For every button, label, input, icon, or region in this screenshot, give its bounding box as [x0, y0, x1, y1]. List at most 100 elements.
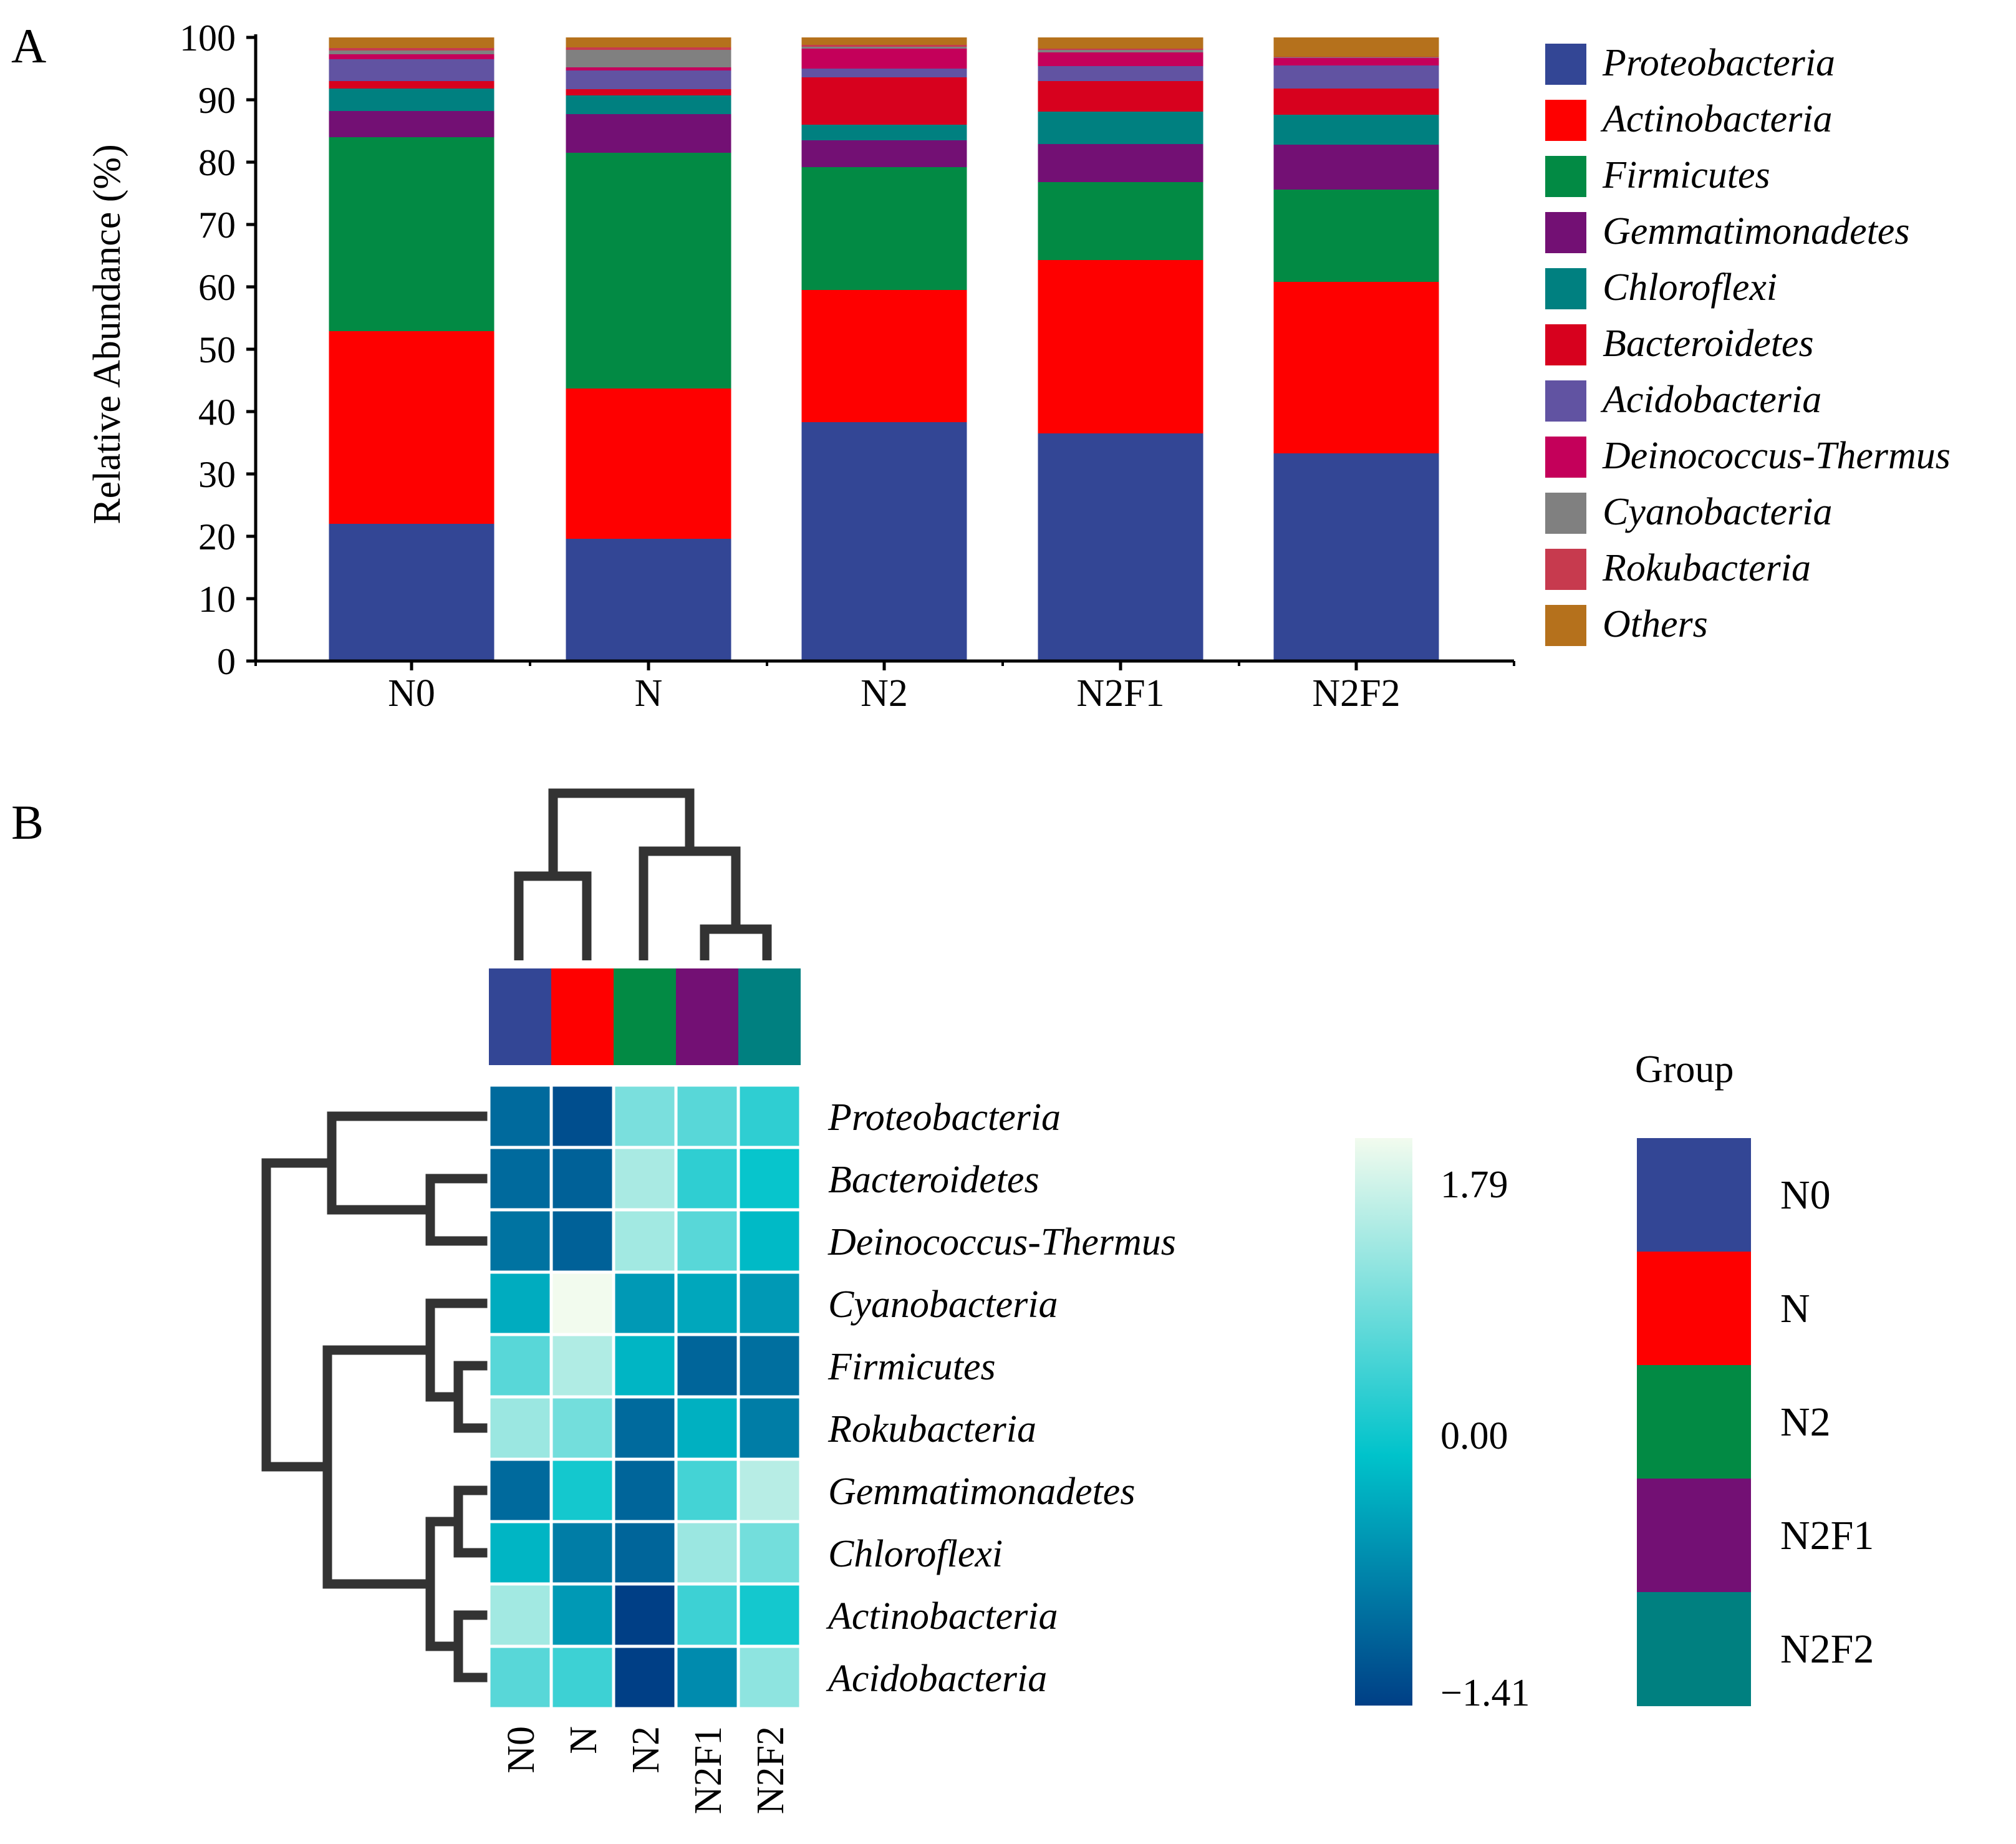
bar-n2f2-others: [1273, 37, 1439, 57]
cell-chloroflexi-n0: [487, 1520, 553, 1586]
bar-n2-rokubacteria: [801, 45, 967, 47]
legend-swatch-acidobacteria: [1545, 380, 1586, 422]
column-label-n2: N2: [625, 1726, 667, 1774]
bar-n-cyanobacteria: [566, 50, 731, 67]
y-tick-label-20: 20: [198, 516, 236, 558]
x-tick-label-n2: N2: [861, 672, 908, 715]
cell-firmicutes-n2: [612, 1333, 678, 1399]
cell-cyanobacteria-n2f1: [674, 1270, 740, 1336]
column-label-n0: N0: [500, 1726, 543, 1774]
cell-actinobacteria-n0: [487, 1582, 553, 1648]
bar-n2f1-others: [1038, 37, 1203, 49]
cell-gemmatimonadetes-n2: [612, 1457, 678, 1523]
cell-chloroflexi-n: [549, 1520, 615, 1586]
legend-label-gemmatimonadetes: Gemmatimonadetes: [1603, 210, 1909, 253]
bar-n2f1-cyanobacteria: [1038, 50, 1203, 52]
cell-gemmatimonadetes-n2f2: [736, 1457, 803, 1523]
bar-n2f1-actinobacteria: [1038, 260, 1203, 433]
group-color-bar: [489, 968, 801, 1065]
cell-proteobacteria-n: [549, 1083, 615, 1149]
cell-bacteroidetes-n2f2: [736, 1146, 803, 1212]
legend-label-firmicutes: Firmicutes: [1602, 154, 1770, 196]
column-label-n2f2: N2F2: [750, 1726, 792, 1814]
panel-a: A Relative Abundance (%) 0 10 20 30 40 50 60 70…: [11, 17, 1951, 715]
legend-swatch-deinococcus-thermus: [1545, 437, 1586, 478]
column-label-n: N: [562, 1726, 605, 1754]
bar-n2f1-gemmatimonadetes: [1038, 144, 1203, 182]
bar-segments: [329, 37, 1439, 661]
cell-gemmatimonadetes-n2f1: [674, 1457, 740, 1523]
bar-n0-deinococcus-thermus: [329, 54, 494, 59]
cell-firmicutes-n2f1: [674, 1333, 740, 1399]
y-tick-label-10: 10: [198, 579, 236, 620]
bar-n2-firmicutes: [801, 167, 967, 290]
group-bar-n: [551, 968, 614, 1065]
cell-deinococcus-thermus-n2: [612, 1208, 678, 1274]
cell-proteobacteria-n0: [487, 1083, 553, 1149]
cell-bacteroidetes-n0: [487, 1146, 553, 1212]
bar-n2f2-chloroflexi: [1273, 115, 1439, 145]
row-dendrogram-root: [261, 1158, 332, 1472]
x-ticks: N0 N N2 N2F1 N2F2: [254, 661, 1515, 715]
bar-n2-proteobacteria: [801, 422, 967, 661]
row-dendrogram: [261, 1111, 489, 1682]
cell-rokubacteria-n2: [612, 1395, 678, 1461]
group-bar-n2: [614, 968, 676, 1065]
y-tick-label-60: 60: [198, 267, 236, 308]
cell-acidobacteria-n0: [487, 1644, 553, 1711]
cell-rokubacteria-n: [549, 1395, 615, 1461]
group-legend-label-n: N: [1780, 1286, 1810, 1331]
bar-n-bacteroidetes: [566, 89, 731, 95]
bar-n2f2-acidobacteria: [1273, 65, 1439, 89]
panel-b-label: B: [11, 795, 44, 849]
group-legend-swatch-n2: [1637, 1365, 1751, 1479]
cell-firmicutes-n: [549, 1333, 615, 1399]
legend-label-rokubacteria: Rokubacteria: [1602, 547, 1811, 589]
cell-acidobacteria-n2: [612, 1644, 678, 1711]
bar-n2f1-acidobacteria: [1038, 66, 1203, 81]
colorbar: [1355, 1138, 1412, 1706]
bar-n2f2-bacteroidetes: [1273, 89, 1439, 115]
panel-b: B Proteobacteria Bacteroidetes Deinococcus…: [11, 788, 1874, 1814]
bar-n2f1-chloroflexi: [1038, 112, 1203, 144]
bar-n2f2-proteobacteria: [1273, 453, 1439, 661]
y-ticks: 0 10 20 30 40 50 60 70 80 90 100: [180, 17, 256, 682]
cell-chloroflexi-n2: [612, 1520, 678, 1586]
legend-swatch-proteobacteria: [1545, 44, 1586, 85]
cell-rokubacteria-n2f2: [736, 1395, 803, 1461]
bar-n0-acidobacteria: [329, 59, 494, 81]
bar-n2f1-firmicutes: [1038, 182, 1203, 260]
legend-swatch-others: [1545, 605, 1586, 646]
y-tick-label-80: 80: [198, 142, 236, 183]
group-legend: N0 N N2 N2F1 N2F2: [1637, 1138, 1874, 1706]
cell-cyanobacteria-n: [549, 1270, 615, 1336]
y-tick-label-30: 30: [198, 454, 236, 495]
group-legend-title: Group: [1635, 1048, 1734, 1091]
legend-label-cyanobacteria: Cyanobacteria: [1603, 491, 1833, 533]
cell-actinobacteria-n2f1: [674, 1582, 740, 1648]
bar-n-acidobacteria: [566, 70, 731, 89]
bar-n-gemmatimonadetes: [566, 114, 731, 153]
cell-chloroflexi-n2f2: [736, 1520, 803, 1586]
x-tick-label-n2f1: N2F1: [1076, 672, 1164, 715]
legend-label-bacteroidetes: Bacteroidetes: [1603, 322, 1814, 365]
legend-swatch-gemmatimonadetes: [1545, 212, 1586, 253]
cell-deinococcus-thermus-n2f1: [674, 1208, 740, 1274]
cell-acidobacteria-n2f1: [674, 1644, 740, 1711]
legend-label-chloroflexi: Chloroflexi: [1603, 266, 1777, 309]
column-labels: N0 N N2 N2F1 N2F2: [500, 1726, 792, 1814]
bar-n-others: [566, 37, 731, 47]
row-label-cyanobacteria: Cyanobacteria: [828, 1283, 1058, 1326]
legend-label-acidobacteria: Acidobacteria: [1600, 379, 1821, 421]
bar-n2f2-firmicutes: [1273, 190, 1439, 282]
bar-n0-rokubacteria: [329, 48, 494, 51]
cell-firmicutes-n2f2: [736, 1333, 803, 1399]
y-tick-label-0: 0: [217, 641, 236, 682]
x-tick-label-n: N: [635, 672, 663, 715]
bar-n-chloroflexi: [566, 95, 731, 114]
bar-n-proteobacteria: [566, 539, 731, 661]
legend-label-actinobacteria: Actinobacteria: [1600, 98, 1832, 140]
y-tick-label-70: 70: [198, 205, 236, 246]
cell-bacteroidetes-n: [549, 1146, 615, 1212]
